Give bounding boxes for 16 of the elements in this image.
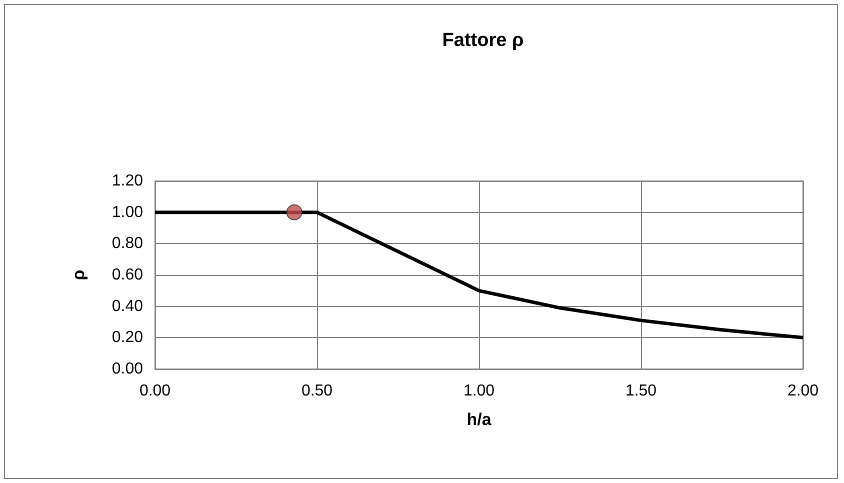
x-tick-label: 0.50 xyxy=(301,382,333,400)
x-tick-label: 0.00 xyxy=(139,382,171,400)
y-tick-label: 0.60 xyxy=(112,266,144,284)
x-axis-title: h/a xyxy=(466,410,492,429)
y-tick-label: 0.80 xyxy=(112,235,144,252)
chart-title: Fattore ρ xyxy=(442,30,524,51)
y-tick-label: 0.40 xyxy=(112,298,144,315)
y-tick-label: 1.00 xyxy=(112,204,144,221)
x-tick-label: 1.00 xyxy=(463,382,495,400)
y-axis-title: ρ xyxy=(69,270,88,280)
y-tick-label: 0.00 xyxy=(112,360,144,378)
y-tick-label: 0.20 xyxy=(112,329,144,346)
x-tick-label: 2.00 xyxy=(787,382,819,400)
x-tick-label: 1.50 xyxy=(625,382,657,400)
line-series xyxy=(153,210,805,340)
y-tick-label: 1.20 xyxy=(112,172,144,190)
